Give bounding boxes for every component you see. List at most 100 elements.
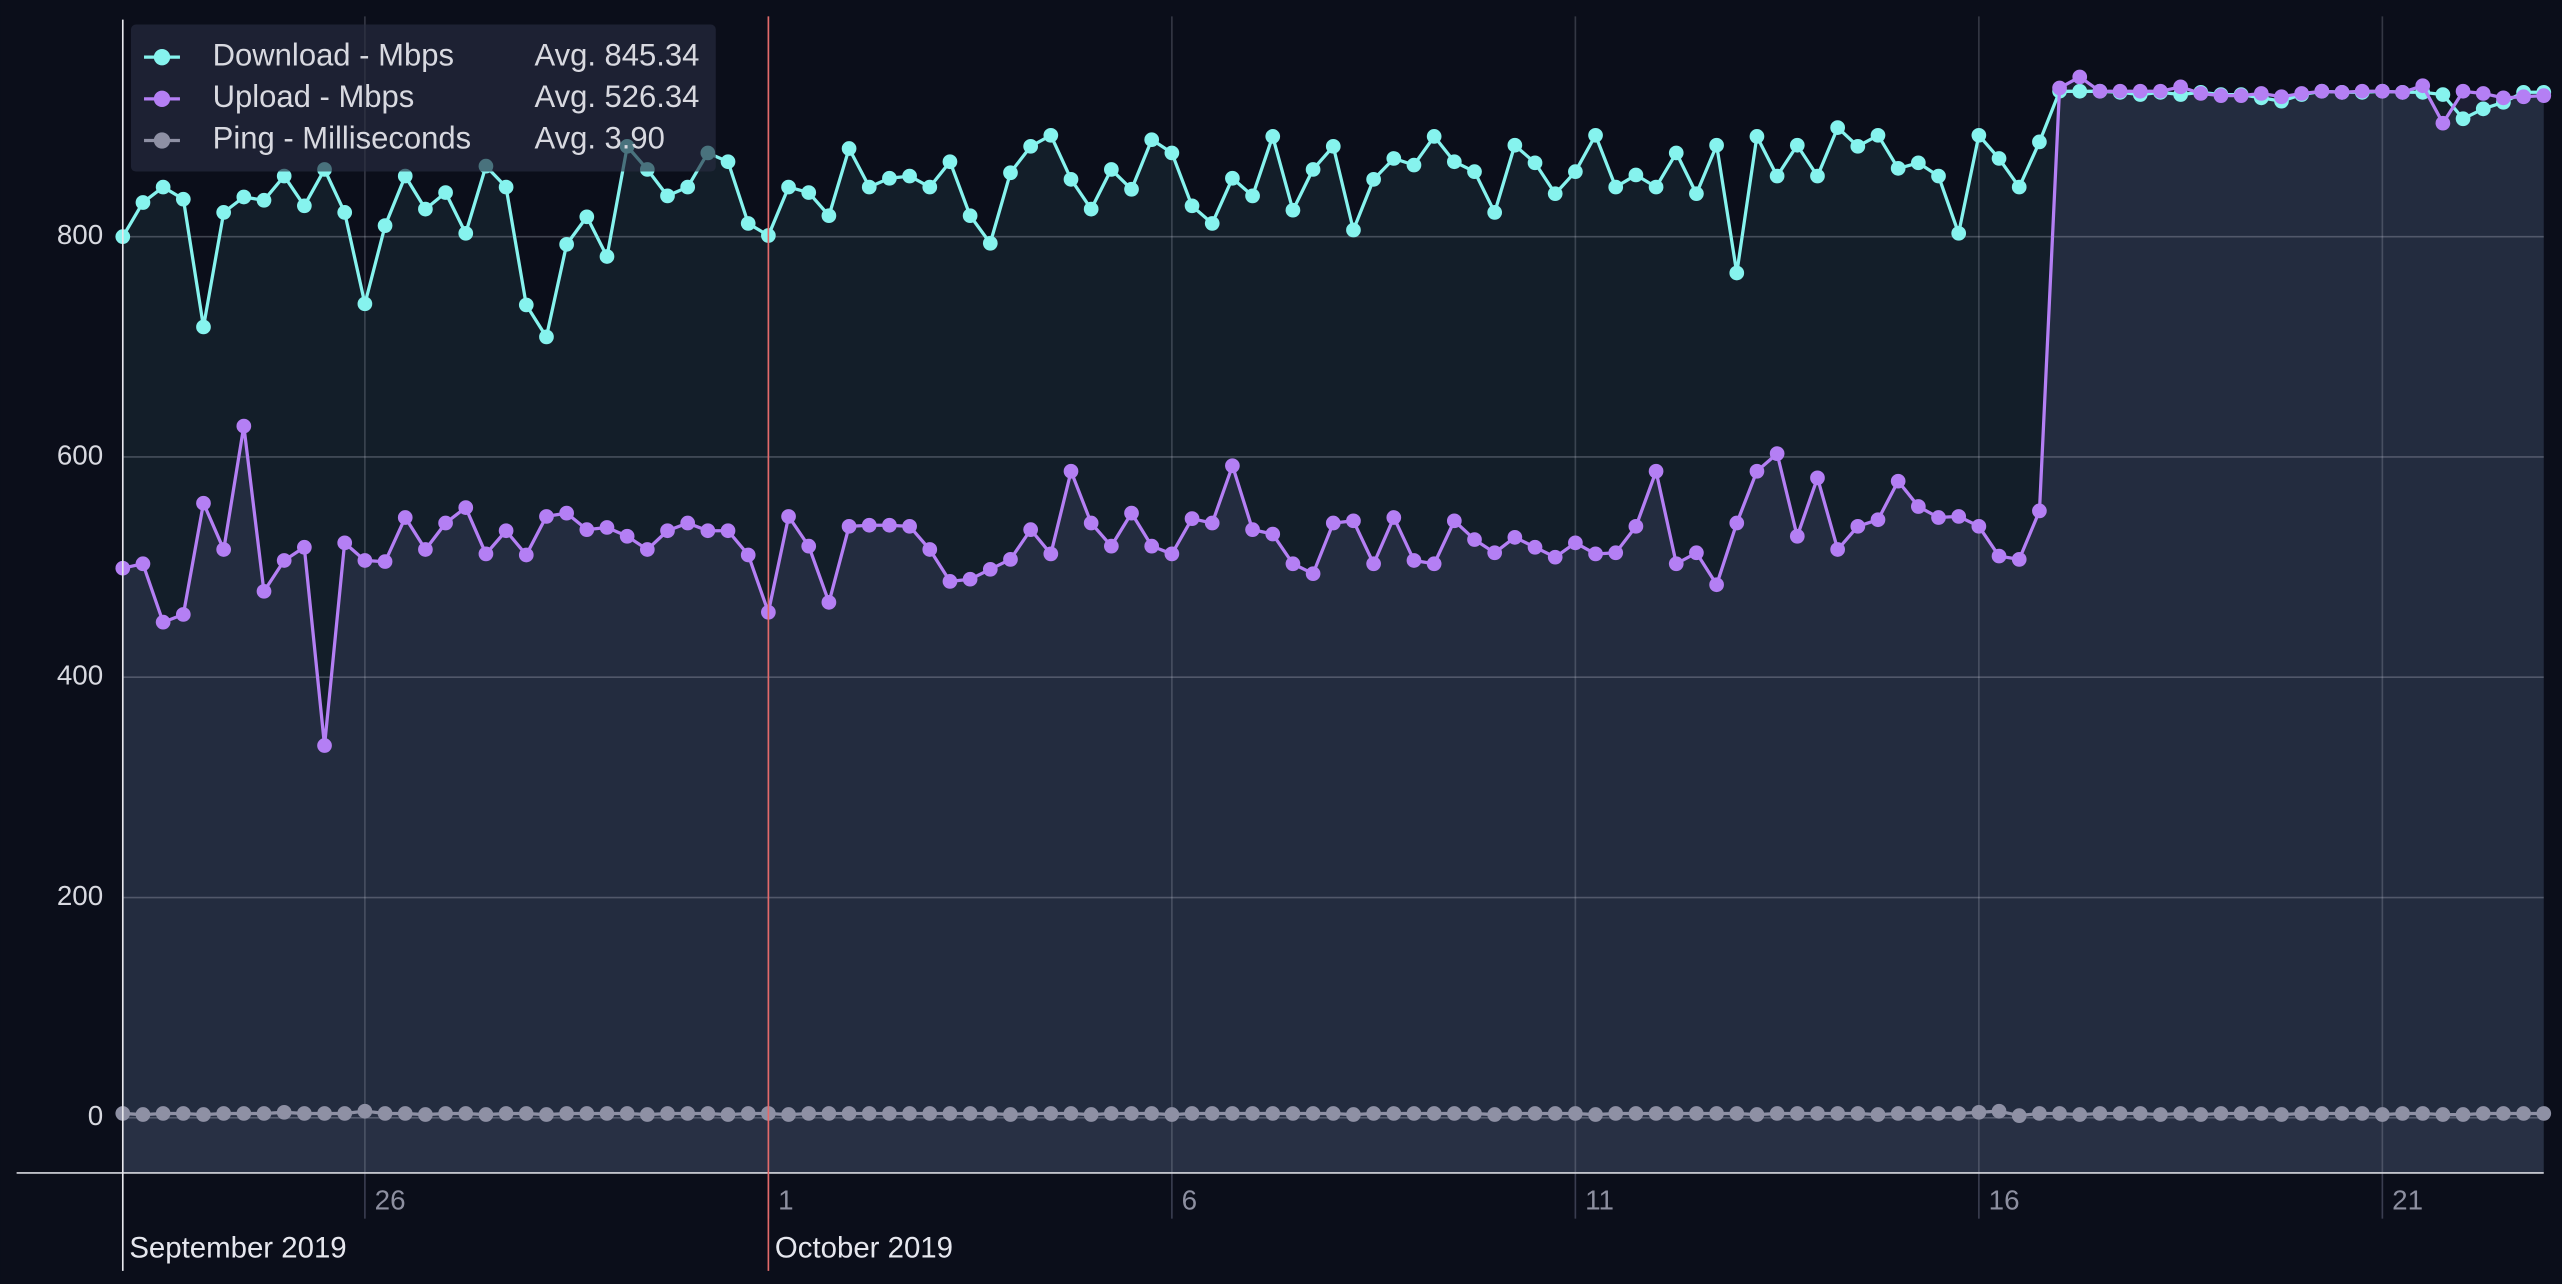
- point: [276, 1104, 292, 1120]
- point: [1850, 518, 1866, 534]
- point: [1426, 129, 1442, 144]
- point: [458, 1106, 474, 1121]
- point: [256, 192, 272, 208]
- point: [1931, 1106, 1946, 1121]
- point: [1769, 1106, 1785, 1121]
- point: [2475, 86, 2491, 101]
- point: [942, 154, 958, 170]
- point: [1204, 216, 1220, 231]
- point: [2213, 1106, 2229, 1121]
- point: [2274, 89, 2289, 105]
- point: [1789, 137, 1805, 153]
- point: [2415, 78, 2431, 94]
- point: [1789, 528, 1805, 544]
- point: [2334, 1106, 2350, 1121]
- legend-average: Avg. 526.34: [534, 79, 699, 114]
- point: [1346, 222, 1361, 238]
- point: [801, 538, 817, 554]
- point: [357, 553, 373, 568]
- point: [1668, 145, 1684, 161]
- point: [1608, 545, 1624, 561]
- point: [438, 1106, 453, 1121]
- point: [1951, 1106, 1967, 1121]
- point: [1648, 463, 1664, 479]
- point: [1245, 188, 1260, 204]
- point: [216, 205, 232, 220]
- point: [1023, 1106, 1039, 1121]
- point: [196, 319, 211, 335]
- point: [801, 1106, 817, 1121]
- point: [1910, 499, 1926, 514]
- point: [2415, 1106, 2431, 1121]
- point: [1628, 167, 1644, 183]
- y-tick-label: 200: [57, 880, 103, 911]
- point: [821, 208, 837, 224]
- area: [122, 1111, 2544, 1173]
- point: [1991, 548, 2007, 564]
- point: [1083, 515, 1099, 531]
- point: [2294, 1106, 2310, 1121]
- point: [1144, 1106, 1160, 1121]
- point: [962, 1106, 978, 1121]
- point: [1245, 1106, 1260, 1121]
- point: [2354, 83, 2370, 99]
- point: [962, 208, 978, 224]
- point: [1366, 172, 1381, 187]
- point: [1608, 1106, 1624, 1121]
- point: [2032, 503, 2047, 519]
- point: [155, 614, 171, 630]
- point: [397, 1106, 413, 1121]
- point: [1931, 510, 1946, 525]
- point: [680, 1106, 696, 1121]
- point: [175, 1106, 191, 1121]
- point: [1547, 549, 1563, 565]
- point: [155, 1106, 171, 1121]
- point: [1305, 162, 1321, 177]
- point: [2516, 89, 2531, 105]
- point: [599, 1106, 615, 1121]
- point: [2011, 179, 2027, 195]
- point: [1366, 556, 1381, 572]
- point: [1689, 545, 1704, 561]
- point: [498, 523, 514, 539]
- point: [1668, 556, 1684, 572]
- point: [418, 1107, 433, 1122]
- point: [1184, 1106, 1200, 1121]
- point: [1184, 198, 1200, 214]
- point: [1547, 1106, 1563, 1121]
- point: [1507, 137, 1523, 153]
- point: [2395, 1106, 2410, 1121]
- point: [2153, 1107, 2168, 1122]
- point: [1527, 155, 1543, 171]
- point: [2173, 79, 2188, 95]
- point: [1104, 162, 1119, 177]
- point: [982, 1106, 998, 1121]
- point: [841, 518, 857, 534]
- point: [1568, 164, 1583, 179]
- point: [2032, 134, 2047, 150]
- point: [2334, 84, 2350, 100]
- point: [1104, 1106, 1119, 1121]
- point: [619, 1106, 635, 1121]
- point: [2395, 84, 2410, 100]
- point: [1305, 1106, 1321, 1121]
- point: [1648, 1106, 1664, 1121]
- point: [1467, 1106, 1482, 1121]
- point: [1830, 120, 1845, 135]
- point: [377, 1106, 393, 1121]
- point: [2253, 1106, 2269, 1121]
- point: [2092, 83, 2108, 99]
- point: [2011, 552, 2027, 567]
- point: [196, 1107, 211, 1122]
- point: [1003, 552, 1018, 567]
- point: [1971, 127, 1987, 143]
- point: [1870, 1107, 1886, 1122]
- point: [559, 236, 574, 252]
- point: [2173, 1106, 2188, 1121]
- month-label: October 2019: [775, 1231, 953, 1264]
- point: [559, 505, 574, 521]
- point: [1104, 538, 1119, 554]
- point: [1083, 1107, 1099, 1122]
- point: [1285, 1106, 1301, 1121]
- point: [297, 539, 312, 555]
